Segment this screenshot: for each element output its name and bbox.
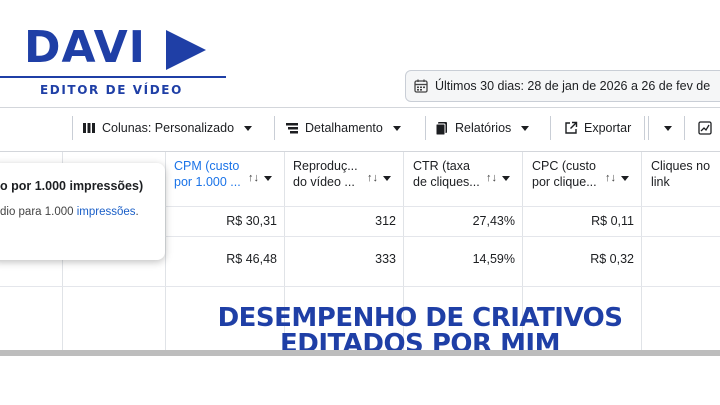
table-cell-cpc: R$ 0,11 xyxy=(591,214,634,228)
column-header-cpc[interactable]: CPC (custo por clique... xyxy=(532,158,597,190)
toolbar-separator xyxy=(425,116,426,140)
toolbar-separator xyxy=(644,116,645,140)
column-header-line: CPC (custo xyxy=(532,159,596,173)
column-header-line: link xyxy=(651,175,670,189)
toolbar-separator xyxy=(550,116,551,140)
column-divider xyxy=(641,152,642,352)
logo-word: DAVI xyxy=(24,22,147,73)
play-icon xyxy=(166,30,206,70)
column-header-line: CTR (taxa xyxy=(413,159,470,173)
tooltip-description: dio para 1.000 impressões. xyxy=(0,206,139,218)
column-header-line: por 1.000 ... xyxy=(174,175,241,189)
table-cell-video-plays: 312 xyxy=(375,214,396,228)
row-divider xyxy=(0,286,720,287)
table-cell-cpm: R$ 46,48 xyxy=(226,252,277,266)
table-cell-ctr: 14,59% xyxy=(472,252,515,266)
toolbar-separator xyxy=(72,116,73,140)
reports-button[interactable]: Relatórios xyxy=(435,114,530,142)
chevron-down-icon xyxy=(392,125,401,131)
breakdown-button[interactable]: Detalhamento xyxy=(285,114,401,142)
column-header-line: do vídeo ... xyxy=(293,175,355,189)
chevron-down-icon xyxy=(664,125,672,131)
date-range-picker[interactable]: Últimos 30 dias: 28 de jan de 2026 a 26 … xyxy=(405,70,720,102)
breakdown-label: Detalhamento xyxy=(305,121,383,135)
toolbar-separator xyxy=(274,116,275,140)
column-header-line: Cliques no xyxy=(651,159,711,173)
logo-subtitle: EDITOR DE VÍDEO xyxy=(40,83,183,97)
sort-control-cpc[interactable]: ↑↓ xyxy=(605,172,629,184)
reports-icon xyxy=(435,122,447,135)
toolbar-separator xyxy=(648,116,649,140)
calendar-icon xyxy=(414,79,428,93)
breakdown-icon xyxy=(286,123,298,134)
export-options-dropdown[interactable] xyxy=(660,114,672,142)
sort-icon: ↑↓ xyxy=(248,172,259,184)
column-tooltip: o por 1.000 impressões) dio para 1.000 i… xyxy=(0,163,165,260)
bottom-bar xyxy=(0,350,720,356)
export-label: Exportar xyxy=(584,121,632,135)
table-cell-video-plays: 333 xyxy=(375,252,396,266)
column-divider xyxy=(403,152,404,352)
row-divider xyxy=(0,206,720,207)
column-header-line: por clique... xyxy=(532,175,597,189)
chevron-down-icon xyxy=(383,175,391,181)
row-divider xyxy=(0,236,720,237)
toolbar-divider xyxy=(0,151,720,152)
logo-underline xyxy=(0,76,226,78)
reports-label: Relatórios xyxy=(455,121,512,135)
table-cell-cpm: R$ 30,31 xyxy=(226,214,277,228)
tooltip-desc-prefix: dio para 1.000 xyxy=(0,206,77,218)
chevron-down-icon xyxy=(244,125,253,131)
sort-icon: ↑↓ xyxy=(605,172,616,184)
sort-control-ctr[interactable]: ↑↓ xyxy=(486,172,510,184)
column-header-line: Reproduç... xyxy=(293,159,358,173)
export-button[interactable]: Exportar xyxy=(564,114,631,142)
sort-control-cpm[interactable]: ↑↓ xyxy=(248,172,272,184)
columns-label: Colunas: Personalizado xyxy=(102,121,235,135)
chart-icon xyxy=(698,121,712,135)
chevron-down-icon xyxy=(521,125,530,131)
headline-line-1: DESEMPENHO DE CRIATIVOS xyxy=(217,303,623,333)
column-header-cpm[interactable]: CPM (custo por 1.000 ... xyxy=(174,158,241,190)
table-cell-cpc: R$ 0,32 xyxy=(590,252,634,266)
column-divider xyxy=(522,152,523,352)
chevron-down-icon xyxy=(502,175,510,181)
chart-button[interactable] xyxy=(698,114,712,142)
column-divider xyxy=(165,152,166,352)
column-header-line: de cliques... xyxy=(413,175,480,189)
columns-button[interactable]: Colunas: Personalizado xyxy=(82,114,253,142)
chevron-down-icon xyxy=(264,175,272,181)
date-range-label: Últimos 30 dias: 28 de jan de 2026 a 26 … xyxy=(435,79,711,93)
chevron-down-icon xyxy=(621,175,629,181)
toolbar-separator xyxy=(684,116,685,140)
sort-control-video-plays[interactable]: ↑↓ xyxy=(367,172,391,184)
sort-icon: ↑↓ xyxy=(367,172,378,184)
top-divider xyxy=(0,107,720,108)
table-cell-ctr: 27,43% xyxy=(472,214,515,228)
tooltip-desc-suffix: . xyxy=(135,206,139,218)
column-header-link-clicks[interactable]: Cliques no link xyxy=(651,158,710,190)
column-header-line: CPM (custo xyxy=(174,159,240,173)
columns-icon xyxy=(83,123,95,133)
column-header-video-plays[interactable]: Reproduç... do vídeo ... xyxy=(293,158,358,190)
export-icon xyxy=(565,121,578,134)
sort-icon: ↑↓ xyxy=(486,172,497,184)
column-header-ctr[interactable]: CTR (taxa de cliques... xyxy=(413,158,480,190)
tooltip-title: o por 1.000 impressões) xyxy=(0,179,144,193)
brand-logo: DAVI EDITOR DE VÍDEO xyxy=(0,0,240,100)
tooltip-link[interactable]: impressões xyxy=(76,206,136,218)
column-divider xyxy=(284,152,285,352)
